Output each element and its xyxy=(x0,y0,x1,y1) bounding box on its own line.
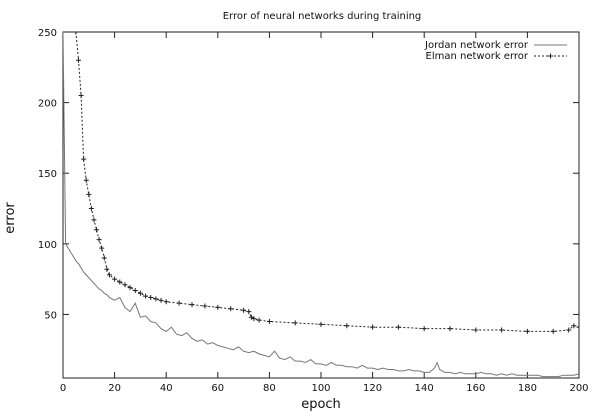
legend-label: Elman network error xyxy=(426,51,529,62)
elman-data-point xyxy=(248,314,254,320)
elman-data-point xyxy=(370,324,376,330)
elman-data-point xyxy=(86,191,92,197)
elman-data-point xyxy=(94,227,100,233)
elman-data-point xyxy=(251,316,257,322)
x-tick-label: 100 xyxy=(311,383,330,394)
y-tick-label: 200 xyxy=(38,99,57,110)
x-axis: 0 20 40 60 80 100 120 140 160 180 200 xyxy=(60,32,589,394)
legend-label: Jordan network error xyxy=(424,40,529,51)
x-tick-label: 120 xyxy=(363,383,382,394)
elman-data-point xyxy=(132,287,138,293)
elman-data-point xyxy=(153,296,159,302)
elman-data-point xyxy=(246,309,252,315)
x-tick-label: 180 xyxy=(518,383,537,394)
elman-data-point xyxy=(163,299,169,305)
x-tick-label: 80 xyxy=(263,383,276,394)
elman-data-point xyxy=(75,57,81,63)
y-tick-label: 50 xyxy=(44,310,57,321)
elman-data-point xyxy=(499,327,505,333)
elman-data-point xyxy=(143,293,149,299)
y-axis-label: error xyxy=(3,202,18,234)
y-axis: 50 100 150 200 250 xyxy=(38,28,579,321)
elman-data-point xyxy=(421,326,427,332)
elman-data-point xyxy=(122,282,128,288)
elman-data-point xyxy=(566,327,572,333)
elman-data-point xyxy=(571,323,577,329)
elman-data-point xyxy=(101,255,107,261)
series-line-elman xyxy=(75,32,579,332)
x-tick-label: 20 xyxy=(108,383,121,394)
elman-data-point xyxy=(318,321,324,327)
elman-data-point xyxy=(78,93,84,99)
elman-data-point xyxy=(576,324,579,330)
elman-data-point xyxy=(256,317,262,323)
elman-data-point xyxy=(96,237,102,243)
elman-data-point xyxy=(88,206,94,212)
elman-data-point xyxy=(176,300,182,306)
elman-data-point xyxy=(215,304,221,310)
x-tick-label: 200 xyxy=(569,383,588,394)
elman-data-point xyxy=(99,245,105,251)
elman-data-point xyxy=(524,328,530,334)
chart-title: Error of neural networks during training xyxy=(223,11,422,22)
elman-data-point xyxy=(127,285,133,291)
elman-data-point xyxy=(81,156,87,162)
elman-data-point xyxy=(292,320,298,326)
x-axis-label: epoch xyxy=(301,397,341,412)
x-tick-label: 160 xyxy=(466,383,485,394)
elman-data-point xyxy=(117,279,123,285)
y-tick-label: 250 xyxy=(38,28,57,39)
elman-data-point xyxy=(228,306,234,312)
elman-data-point xyxy=(395,324,401,330)
elman-data-point xyxy=(73,32,79,35)
elman-data-point xyxy=(202,303,208,309)
legend-marker xyxy=(548,53,553,59)
elman-data-point xyxy=(550,328,556,334)
elman-data-point xyxy=(104,266,110,272)
y-tick-label: 150 xyxy=(38,169,57,180)
x-tick-label: 60 xyxy=(211,383,224,394)
series-line-jordan xyxy=(63,32,579,378)
elman-data-point xyxy=(189,302,195,308)
x-tick-label: 0 xyxy=(60,383,66,394)
elman-data-point xyxy=(344,323,350,329)
elman-data-point xyxy=(148,295,154,301)
elman-data-point xyxy=(112,276,118,282)
x-tick-label: 40 xyxy=(160,383,173,394)
elman-data-point xyxy=(447,326,453,332)
elman-data-point xyxy=(266,319,272,325)
series-layer xyxy=(63,32,579,378)
elman-data-point xyxy=(241,307,247,313)
elman-data-point xyxy=(137,290,143,296)
elman-data-point xyxy=(158,297,164,303)
elman-data-point xyxy=(106,272,112,278)
elman-data-point xyxy=(473,327,479,333)
x-tick-label: 140 xyxy=(415,383,434,394)
y-tick-label: 100 xyxy=(38,240,57,251)
elman-data-point xyxy=(91,217,97,223)
elman-data-point xyxy=(83,177,89,183)
